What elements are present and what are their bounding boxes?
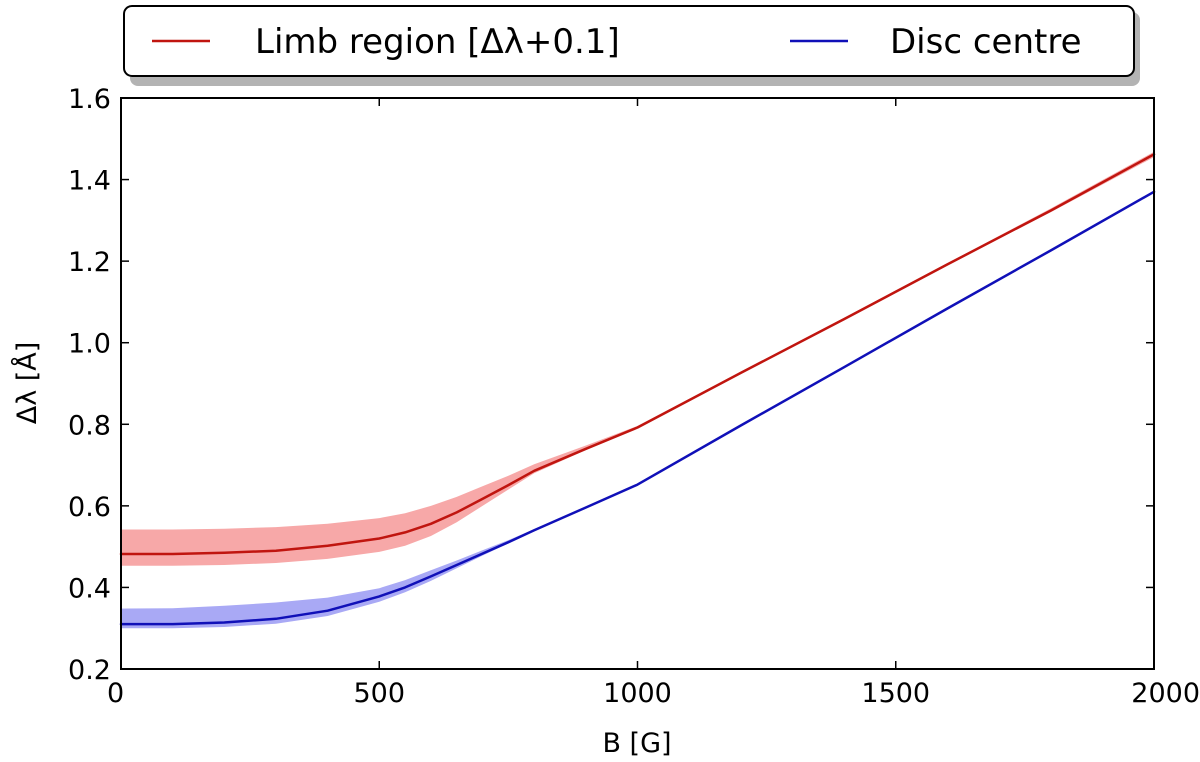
- x-tick-label: 1000: [603, 678, 672, 709]
- x-tick-label: 0: [107, 678, 124, 709]
- series-line-disc: [119, 190, 1156, 626]
- band-limb: [121, 151, 1154, 566]
- y-tick-label: 0.4: [68, 573, 111, 604]
- y-tick-label: 1.4: [68, 166, 111, 197]
- tick-labels: 0 500 1000 1500 2000 0.2 0.4 0.6 0.8 1.0 1.2 1.4 1.6: [68, 84, 1200, 709]
- uncertainty-bands: [121, 151, 1154, 629]
- plot-frame: [120, 97, 1155, 670]
- axis-ticks: [120, 97, 1155, 670]
- y-tick-label: 0.6: [68, 492, 111, 523]
- series-line-limb: [119, 153, 1156, 556]
- x-tick-label: 2000: [1131, 678, 1200, 709]
- y-tick-label: 1.0: [68, 329, 111, 360]
- y-axis-label: Δλ [Å]: [11, 342, 43, 425]
- y-tick-label: 0.8: [68, 410, 111, 441]
- legend: Limb region [Δλ+0.1] Disc centre: [123, 5, 1140, 86]
- series-lines: [119, 153, 1156, 626]
- legend-box: [123, 5, 1135, 77]
- x-tick-label: 1500: [861, 678, 930, 709]
- y-tick-label: 1.6: [68, 84, 111, 115]
- y-tick-label: 0.2: [68, 655, 111, 686]
- x-tick-label: 500: [353, 678, 405, 709]
- legend-label-disc: Disc centre: [890, 22, 1081, 62]
- y-tick-label: 1.2: [68, 247, 111, 278]
- x-axis-label: B [G]: [602, 728, 671, 759]
- legend-label-limb: Limb region [Δλ+0.1]: [255, 22, 620, 62]
